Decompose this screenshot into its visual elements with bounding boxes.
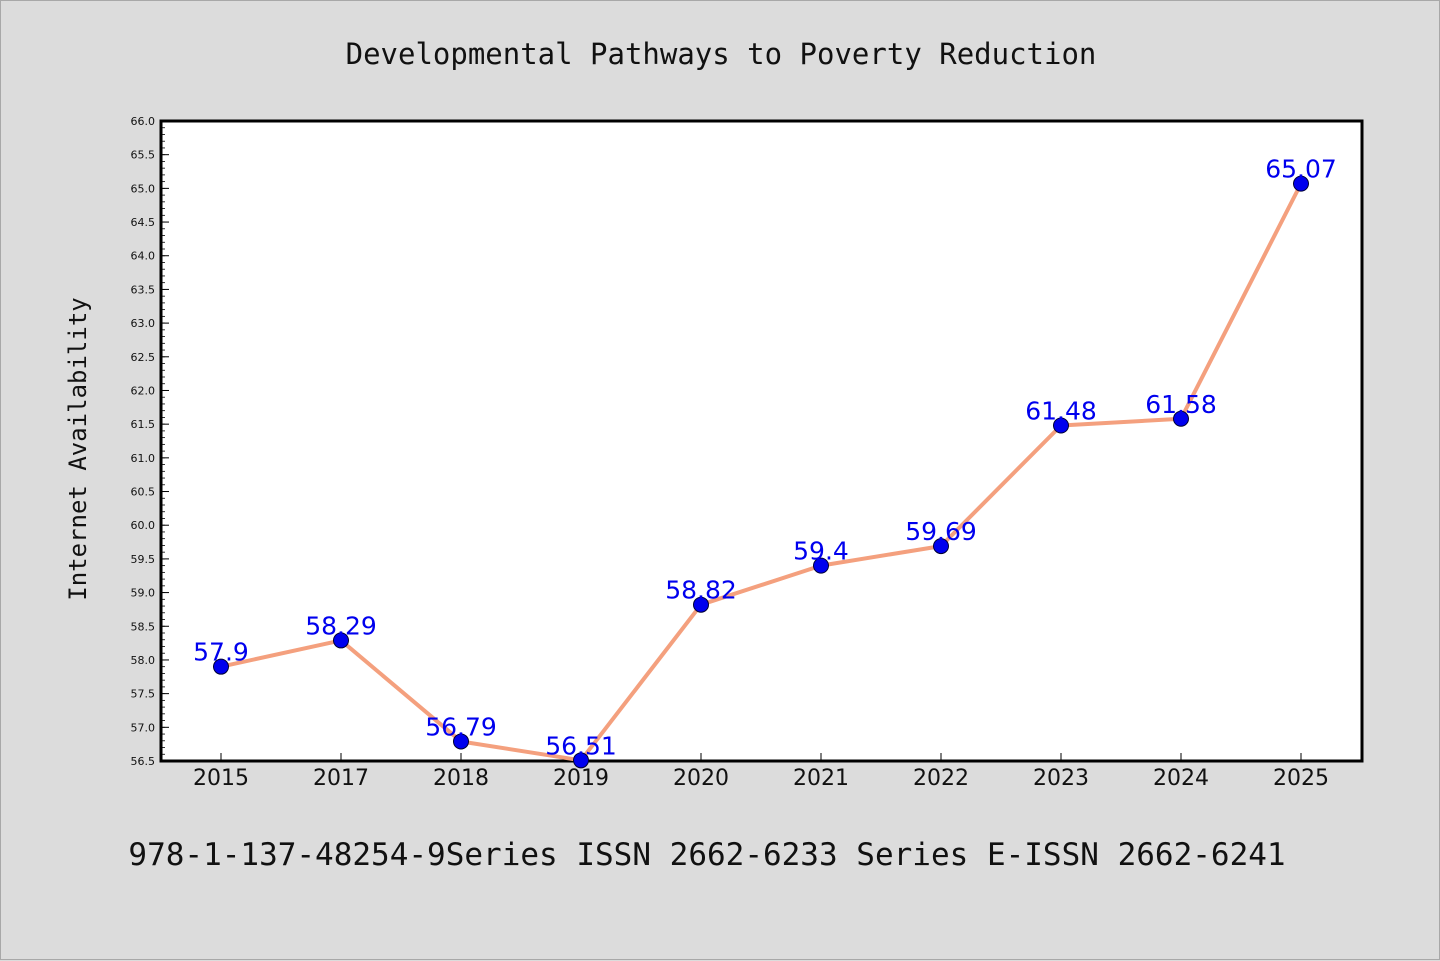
y-axis: 56.5 57.0 57.5 58.0 58.5 59.0 59.5 60.0 60.5 61.0…: [131, 115, 169, 768]
x-tick-label: 2020: [673, 766, 729, 791]
y-tick-label: 64.0: [131, 250, 156, 263]
data-point: [573, 752, 589, 769]
x-tick-label: 2018: [433, 766, 489, 791]
data-label: 56.51: [545, 731, 617, 760]
data-point: [1053, 417, 1069, 434]
data-point: [1293, 175, 1309, 192]
x-tick-label: 2021: [793, 766, 849, 791]
data-label: 61.58: [1145, 390, 1217, 419]
y-tick-label: 63.5: [131, 283, 156, 296]
data-label: 59.4: [793, 537, 849, 566]
y-tick-label: 62.0: [131, 384, 156, 397]
y-tick-label: 57.0: [131, 721, 156, 734]
y-tick-label: 62.5: [131, 351, 156, 364]
y-tick-label: 60.5: [131, 486, 156, 499]
plot-area: [159, 119, 1364, 763]
x-tick-label: 2015: [193, 766, 249, 791]
data-point: [333, 632, 349, 649]
data-label: 56.79: [425, 712, 497, 741]
y-tick-label: 58.5: [131, 620, 156, 633]
y-tick-label: 59.0: [131, 587, 156, 600]
y-axis-label: Internet Availability: [64, 297, 92, 600]
x-tick-label: 2017: [313, 766, 369, 791]
y-tick-label: 56.5: [131, 755, 156, 768]
x-tick-label: 2025: [1273, 766, 1329, 791]
y-tick-label: 61.5: [131, 418, 156, 431]
y-tick-label: 58.0: [131, 654, 156, 667]
y-tick-label: 64.5: [131, 216, 156, 229]
x-tick-label: 2022: [913, 766, 969, 791]
data-label: 57.9: [193, 638, 249, 667]
chart-title: Developmental Pathways to Poverty Reduct…: [346, 37, 1097, 71]
data-point: [453, 733, 469, 750]
series-line: [220, 182, 1303, 763]
data-points: [213, 175, 1309, 769]
data-label: 58.29: [305, 611, 377, 640]
y-tick-label: 57.5: [131, 688, 156, 701]
x-tick-label: 2023: [1033, 766, 1089, 791]
y-tick-label: 65.0: [131, 182, 156, 195]
x-tick-label: 2019: [553, 766, 609, 791]
data-point: [693, 596, 709, 613]
data-label: 59.69: [905, 517, 977, 546]
y-tick-label: 65.5: [131, 149, 156, 162]
data-point: [933, 538, 949, 555]
x-axis: 2015 2017 2018 2019 2020 2021 2022 2023 2024 2025: [193, 753, 1329, 791]
footer-isbn-text: 978-1-137-48254-9Series ISSN 2662-6233 S…: [128, 837, 1285, 873]
y-tick-label: 66.0: [131, 115, 156, 128]
y-tick-label: 60.0: [131, 519, 156, 532]
data-label: 58.82: [665, 576, 737, 605]
x-tick-label: 2024: [1153, 766, 1209, 791]
data-labels: 57.9 58.29 56.79 56.51 58.82 59.4 59.69 61.48 61…: [193, 155, 1337, 761]
data-point: [213, 658, 229, 675]
data-point: [1173, 410, 1189, 427]
y-tick-label: 59.5: [131, 553, 156, 566]
y-tick-label: 63.0: [131, 317, 156, 330]
data-point: [813, 557, 829, 574]
y-tick-label: 61.0: [131, 452, 156, 465]
data-label: 65.07: [1265, 155, 1337, 184]
data-label: 61.48: [1025, 397, 1097, 426]
